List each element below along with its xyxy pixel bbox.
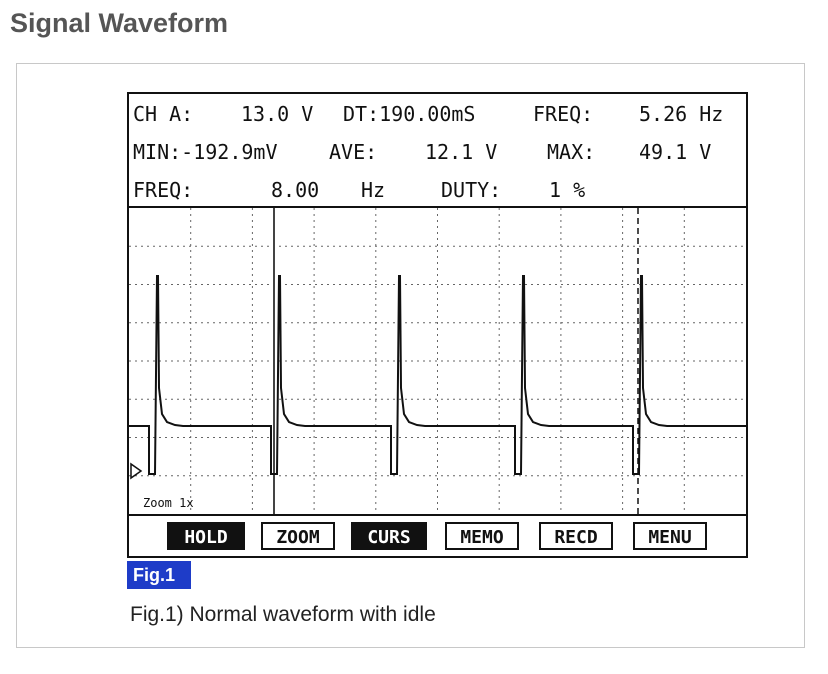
plot-grid <box>129 208 746 514</box>
zoom-label: Zoom 1x <box>143 496 194 510</box>
waveform-plot: Zoom 1x <box>129 208 746 514</box>
max-label: MAX: <box>547 140 596 164</box>
freq2-value: 8.00 <box>271 178 320 202</box>
channel-label: CH A: <box>133 102 194 126</box>
menu-button[interactable]: MENU <box>633 522 707 550</box>
duty-value: 1 % <box>549 178 586 202</box>
time-division: DT:190.00mS <box>343 102 476 126</box>
cursor-button[interactable]: CURS <box>351 522 427 550</box>
freq-label: FREQ: <box>533 102 594 126</box>
waveform-svg <box>129 208 746 514</box>
trigger-marker-icon[interactable] <box>130 462 143 480</box>
channel-value: 13.0 V <box>241 102 314 126</box>
softkey-bar: HOLD ZOOM CURS MEMO RECD MENU <box>129 514 746 556</box>
ave-value: 12.1 V <box>425 140 498 164</box>
hold-button[interactable]: HOLD <box>167 522 245 550</box>
freq2-unit: Hz <box>361 178 386 202</box>
freq2-label: FREQ: <box>133 178 194 202</box>
figure-frame <box>16 63 805 648</box>
figure-badge: Fig.1 <box>127 561 191 589</box>
signal-trace <box>129 275 746 475</box>
memo-button[interactable]: MEMO <box>445 522 519 550</box>
record-button[interactable]: RECD <box>539 522 613 550</box>
max-value: 49.1 V <box>639 140 712 164</box>
measurement-readout: CH A: 13.0 V DT:190.00mS FREQ: 5.26 Hz M… <box>129 94 746 208</box>
ave-label: AVE: <box>329 140 378 164</box>
freq-value: 5.26 Hz <box>639 102 724 126</box>
scope-screen: CH A: 13.0 V DT:190.00mS FREQ: 5.26 Hz M… <box>127 92 748 558</box>
min-value: MIN:-192.9mV <box>133 140 278 164</box>
duty-label: DUTY: <box>441 178 502 202</box>
page-title: Signal Waveform <box>10 8 229 38</box>
figure-caption: Fig.1) Normal waveform with idle <box>130 603 436 626</box>
zoom-button[interactable]: ZOOM <box>261 522 335 550</box>
